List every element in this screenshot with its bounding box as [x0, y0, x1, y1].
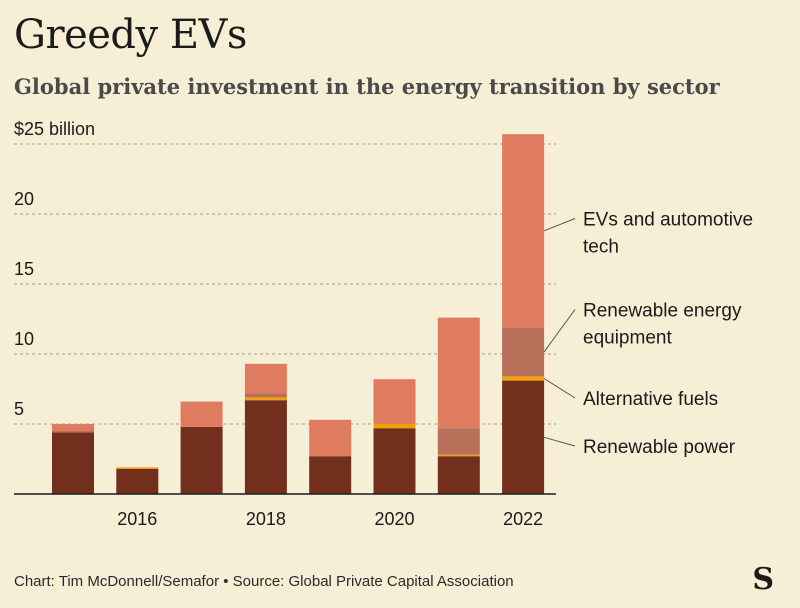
direct-label-renewable_energy_equipment: Renewable energy [583, 301, 742, 322]
chart-subtitle: Global private investment in the energy … [14, 74, 720, 99]
bar-segment-renewable_energy_equipment-2021 [437, 428, 480, 455]
source-credit: Chart: Tim McDonnell/Semafor • Source: G… [14, 573, 514, 590]
y-tick-label: 10 [14, 329, 34, 349]
bar-segment-renewable_power-2017 [180, 426, 223, 494]
bar-segment-renewable_energy_equipment-2015 [52, 431, 94, 433]
bar-segment-renewable_power-2022 [502, 380, 545, 494]
leader-line-renewable_power [543, 436, 576, 447]
leader-line-alternative_fuels [543, 378, 576, 399]
bar-segment-alternative_fuels-2018 [244, 397, 287, 401]
y-tick-label: $25 billion [14, 119, 95, 139]
x-tick-label: 2018 [246, 509, 286, 529]
x-tick-label: 2016 [117, 509, 157, 529]
bar-segment-alternative_fuels-2016 [116, 467, 159, 469]
y-tick-label: 20 [14, 189, 34, 209]
direct-label-renewable_energy_equipment: equipment [583, 328, 672, 349]
bar-segment-renewable_energy_equipment-2022 [502, 327, 545, 377]
bar-segment-evs_and_automotive_tech-2022 [502, 134, 545, 328]
direct-label-evs_and_automotive_tech: EVs and automotive [583, 210, 753, 231]
x-tick-label: 2020 [374, 509, 414, 529]
direct-label-renewable_power: Renewable power [583, 437, 736, 458]
semafor-logo: S [752, 562, 774, 597]
chart-title: Greedy EVs [14, 12, 247, 58]
x-axis-tick-labels: 2016 2018 2020 2022 [117, 509, 543, 529]
direct-label-alternative_fuels: Alternative fuels [583, 389, 718, 410]
bar-segment-renewable_power-2019 [309, 456, 352, 494]
bar-segment-renewable_power-2015 [52, 432, 94, 494]
bar-segment-renewable_power-2016 [116, 468, 159, 494]
bar-segment-evs_and_automotive_tech-2017 [180, 401, 223, 427]
leader-line-evs_and_automotive_tech [543, 218, 576, 232]
bar-segment-alternative_fuels-2020 [373, 424, 416, 429]
series-direct-labels: EVs and automotive tech Renewable energy eq… [543, 210, 753, 458]
direct-label-evs_and_automotive_tech: tech [583, 237, 619, 258]
bar-segment-evs_and_automotive_tech-2020 [373, 379, 416, 424]
bar-segment-evs_and_automotive_tech-2019 [309, 419, 352, 457]
bar-segment-renewable_energy_equipment-2018 [244, 393, 287, 398]
y-tick-label: 15 [14, 259, 34, 279]
bar-segment-renewable_power-2021 [437, 456, 480, 494]
bar-segment-alternative_fuels-2022 [502, 376, 545, 381]
bar-segment-evs_and_automotive_tech-2021 [437, 317, 480, 429]
y-tick-label: 5 [14, 399, 24, 419]
y-axis-tick-labels: 5 10 15 20 $25 billion [14, 119, 95, 419]
bar-segment-evs_and_automotive_tech-2018 [244, 363, 287, 394]
leader-line-renewable_energy_equipment [543, 309, 576, 353]
bar-segment-evs_and_automotive_tech-2015 [52, 424, 94, 431]
bar-segment-renewable_power-2018 [244, 400, 287, 494]
bar-segment-alternative_fuels-2021 [437, 454, 480, 457]
bar-segment-renewable_power-2020 [373, 428, 416, 494]
x-tick-label: 2022 [503, 509, 543, 529]
bars [52, 134, 545, 494]
